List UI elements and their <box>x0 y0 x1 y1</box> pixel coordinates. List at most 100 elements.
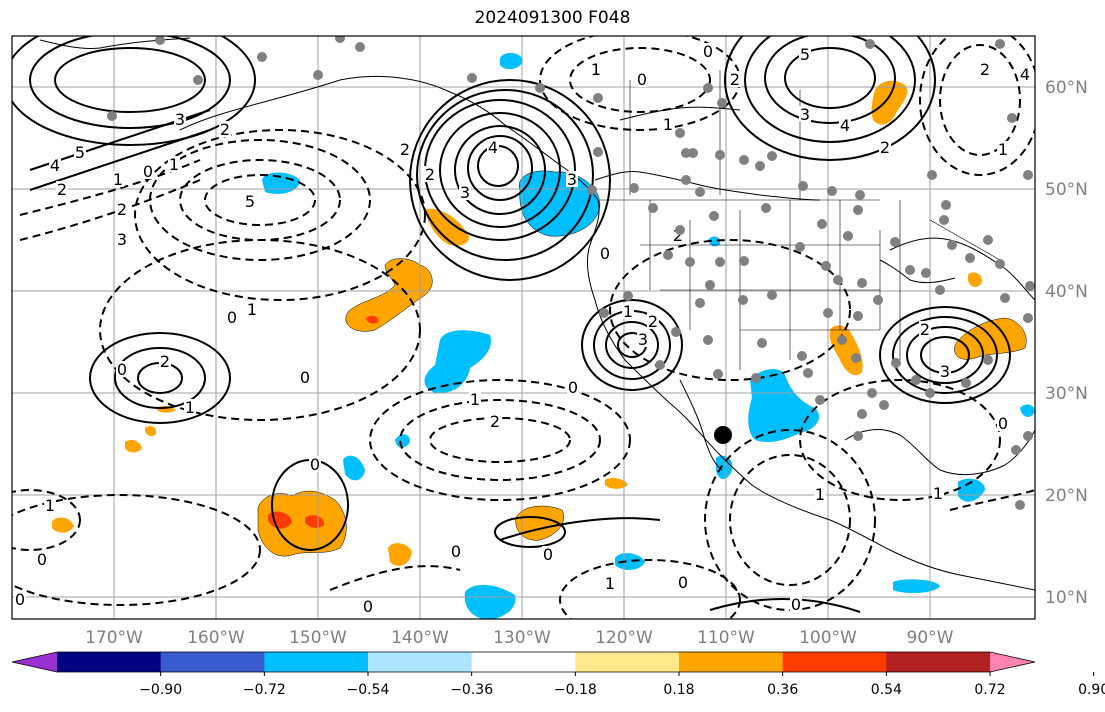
colorbar-segment <box>264 652 369 672</box>
contour-label-bg <box>309 456 321 472</box>
contour-label-bg <box>219 121 231 137</box>
blue-region-sub2 <box>343 455 365 481</box>
contour-label: 0 <box>703 42 713 61</box>
contour-label-bg <box>450 543 462 559</box>
contour-label: 2 <box>980 60 990 79</box>
lon-label: 140°W <box>391 628 449 648</box>
contour-label: 4 <box>840 116 850 135</box>
colorbar-tick-label: 0.72 <box>974 682 1005 698</box>
contour-label: 1 <box>591 60 601 79</box>
contour-label: 3 <box>638 330 648 349</box>
orange-region-small-4 <box>145 426 157 437</box>
contour-label-bg <box>790 596 802 612</box>
contour-label: 2 <box>880 138 890 157</box>
lon-label: 130°W <box>493 628 551 648</box>
contour-label-bg <box>244 193 256 209</box>
contour-label: 1 <box>663 115 673 134</box>
dashed-contours <box>12 36 1035 619</box>
colorbar-tick-label: 0.18 <box>663 682 694 698</box>
contour-label-bg <box>168 156 180 172</box>
longitude-axis: 170°W 160°W 150°W 140°W 130°W 120°W 110°… <box>85 628 954 648</box>
red-spot-pac-streak <box>366 315 379 324</box>
lon-label: 90°W <box>907 628 954 648</box>
blue-region-sub5 <box>615 553 645 570</box>
lat-label: 60°N <box>1045 78 1088 98</box>
blue-region-sub8 <box>708 236 721 247</box>
contour-label: 1 <box>933 484 943 503</box>
contour-label-bg <box>112 171 124 187</box>
contour-label-bg <box>489 413 501 429</box>
contour-label-bg <box>74 144 86 160</box>
contour-label-bg <box>939 363 951 379</box>
contour-label: 1 <box>247 300 257 319</box>
contour-label-bg <box>299 369 311 385</box>
contour-label-bg <box>599 245 611 261</box>
contour-label-bg <box>590 61 602 77</box>
colorbar-tick-label: 0.36 <box>767 682 798 698</box>
contour-label-bg <box>14 591 26 607</box>
contour-label: 2 <box>730 70 740 89</box>
contour-label: 3 <box>175 110 185 129</box>
colorbar-tick-label: 0.90 <box>1078 682 1105 698</box>
contour-label-bg <box>662 116 674 132</box>
contour-label: 0 <box>998 414 1008 433</box>
contour-label: 0 <box>15 590 25 609</box>
contour-label: 3 <box>460 183 470 202</box>
contour-label: 1 <box>45 496 55 515</box>
contour-label-bg <box>424 166 436 182</box>
blue-region-sub6 <box>958 478 985 502</box>
contour-label: 3 <box>567 170 577 189</box>
contour-label: 0 <box>637 70 647 89</box>
contour-label: 0 <box>37 550 47 569</box>
contour-label-bg <box>997 141 1009 157</box>
lat-label: 30°N <box>1045 384 1088 404</box>
colorbar-outline <box>11 651 1036 673</box>
lon-label: 110°W <box>697 628 755 648</box>
latitude-axis: 60°N 50°N 40°N 30°N 20°N 10°N <box>1045 78 1088 608</box>
contour-label-bg <box>246 301 258 317</box>
contour-label-bg <box>49 157 61 173</box>
contour-label-bg <box>637 331 649 347</box>
contour-label: 0 <box>117 360 127 379</box>
lat-label: 20°N <box>1045 486 1088 506</box>
contour-label: 2 <box>57 180 67 199</box>
contour-label-bg <box>839 117 851 133</box>
contour-label-bg <box>399 141 411 157</box>
contour-label-bg <box>142 163 154 179</box>
contour-label: 4 <box>1020 65 1030 84</box>
contour-label-bg <box>997 415 1009 431</box>
colorbar-tick-label: −0.54 <box>347 682 390 698</box>
contour-label-bg <box>799 46 811 62</box>
colorbar-segment <box>471 652 576 672</box>
orange-region-alaska-east <box>425 208 470 246</box>
blue-region-sub1 <box>395 434 410 448</box>
coastlines <box>39 37 1035 591</box>
contour-label-bg <box>116 201 128 217</box>
blue-region-sub9 <box>1020 404 1035 417</box>
contour-label-bg <box>487 139 499 155</box>
contour-label: 0 <box>300 368 310 387</box>
contour-label: 5 <box>75 143 85 162</box>
contour-label-bg <box>184 399 196 415</box>
contour-label-bg <box>116 361 128 377</box>
map-title: 2024091300 F048 <box>474 8 631 28</box>
contour-label: 0 <box>363 597 373 616</box>
colorbar-segment <box>782 652 887 672</box>
contour-label: 1 <box>623 302 633 321</box>
contour-label: 4 <box>50 156 60 175</box>
contour-label-bg <box>979 61 991 77</box>
contour-label-bg <box>1019 66 1031 82</box>
contour-label: 1 <box>113 170 123 189</box>
blue-region-sub7 <box>893 579 940 594</box>
contour-label-bg <box>116 231 128 247</box>
contour-label-bg <box>919 321 931 337</box>
orange-region-small-6 <box>968 272 982 288</box>
contour-label: 0 <box>310 455 320 474</box>
lon-label: 160°W <box>187 628 245 648</box>
contour-label: 2 <box>648 312 658 331</box>
contour-label-bg <box>604 575 616 591</box>
contour-label: 1 <box>605 574 615 593</box>
blue-region-mexico <box>748 368 820 443</box>
colorbar-segment <box>575 652 680 672</box>
lon-label: 100°W <box>799 628 857 648</box>
